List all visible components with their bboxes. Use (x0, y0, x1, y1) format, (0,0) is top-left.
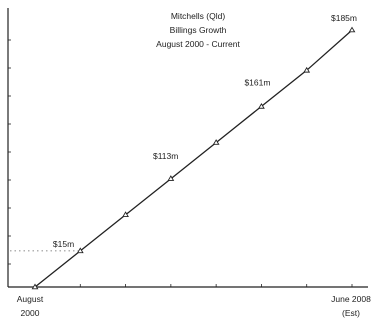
chart-title-line: Mitchells (Qld) (171, 11, 225, 21)
chart-title-line: August 2000 - Current (156, 39, 240, 49)
x-tick-labels: August 2000 June 2008 (Est) (17, 294, 371, 318)
data-point (31, 283, 39, 290)
x-tick-label: 2000 (21, 308, 40, 318)
data-points (31, 26, 356, 290)
chart-title-line: Billings Growth (170, 25, 227, 35)
x-axis-ticks (79, 284, 353, 287)
data-point (167, 175, 175, 181)
data-point (212, 139, 220, 145)
series-line-billings (34, 29, 353, 288)
data-point (258, 102, 265, 109)
data-label: $113m (153, 151, 178, 161)
data-point (122, 211, 129, 218)
data-point (348, 26, 356, 33)
chart-title: Mitchells (Qld) Billings Growth August 200… (156, 11, 240, 49)
data-label: $185m (331, 13, 357, 23)
data-label: $161m (244, 77, 270, 87)
data-point (303, 66, 311, 73)
y-axis-ticks (8, 39, 11, 265)
data-point (76, 247, 84, 254)
chart-axes (7, 8, 368, 288)
data-labels: $15m $113m $161m $185m (53, 13, 357, 249)
data-label: $15m (53, 239, 74, 249)
x-tick-label: August (17, 294, 44, 304)
x-tick-label: (Est) (342, 308, 360, 318)
x-tick-label: June 2008 (331, 294, 371, 304)
